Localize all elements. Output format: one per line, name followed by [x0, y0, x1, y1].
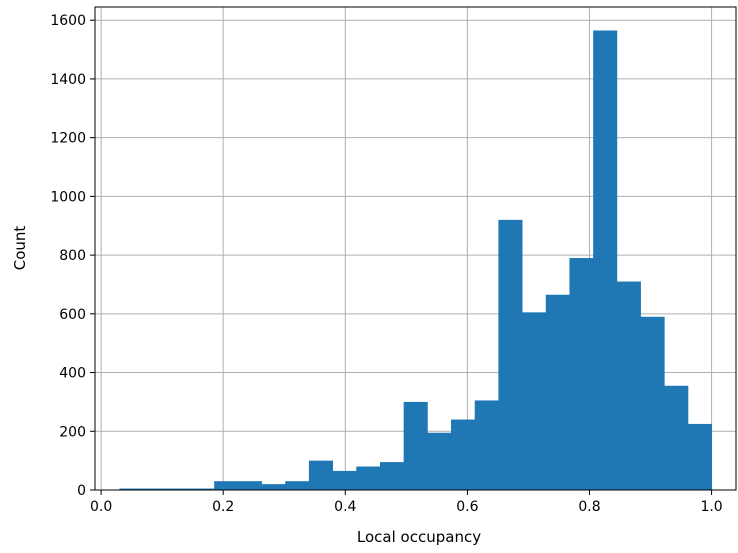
histogram-bar: [569, 258, 594, 490]
histogram-bar: [498, 219, 523, 490]
histogram-bar: [522, 312, 547, 490]
y-axis-label: Count: [11, 226, 29, 271]
histogram-bar: [143, 488, 168, 490]
histogram-bar: [261, 484, 286, 490]
x-tick-label: 0.8: [578, 499, 600, 515]
y-tick-label: 1000: [50, 189, 86, 205]
histogram-bar: [545, 294, 570, 490]
histogram-bar: [166, 488, 191, 490]
histogram-bar: [214, 481, 239, 490]
y-tick-label: 1400: [50, 72, 86, 88]
x-tick-label: 0.4: [334, 499, 356, 515]
y-tick-label: 600: [59, 307, 86, 323]
histogram-bar: [403, 401, 428, 490]
x-axis-label: Local occupancy: [357, 528, 481, 546]
histogram-bar: [427, 432, 452, 490]
histogram-bar: [593, 30, 618, 491]
histogram-bar: [640, 316, 665, 490]
grid-lines: [95, 7, 736, 491]
y-tick-label: 200: [59, 424, 86, 440]
histogram-bar: [687, 423, 712, 490]
y-axis-ticks: 0 200 400 600 800 1000 1200 1400 1600: [50, 13, 95, 499]
histogram-bar: [664, 385, 689, 490]
histogram-bar: [190, 488, 215, 490]
y-tick-label: 800: [59, 248, 86, 264]
y-tick-label: 400: [59, 366, 86, 382]
histogram-bar: [451, 419, 476, 490]
histogram-bar: [379, 462, 405, 490]
x-tick-label: 0.6: [456, 499, 478, 515]
histogram-bar: [474, 400, 499, 490]
histogram-bar: [119, 488, 144, 490]
histogram-bar: [332, 470, 357, 490]
histogram-bar: [356, 466, 381, 490]
x-tick-label: 0.0: [90, 499, 112, 515]
y-tick-label: 1200: [50, 131, 86, 147]
x-axis-ticks: 0.0 0.2 0.4 0.6 0.8 1.0: [90, 490, 723, 515]
x-tick-label: 1.0: [700, 499, 722, 515]
histogram-bars: [119, 30, 712, 491]
histogram-bar: [237, 481, 262, 490]
x-tick-label: 0.2: [212, 499, 234, 515]
plot-frame: [94, 6, 737, 491]
y-tick-label: 1600: [50, 13, 86, 29]
histogram-bar: [308, 460, 333, 490]
y-tick-label: 0: [77, 483, 86, 499]
histogram-bar: [616, 281, 641, 490]
histogram-bar: [285, 481, 310, 490]
